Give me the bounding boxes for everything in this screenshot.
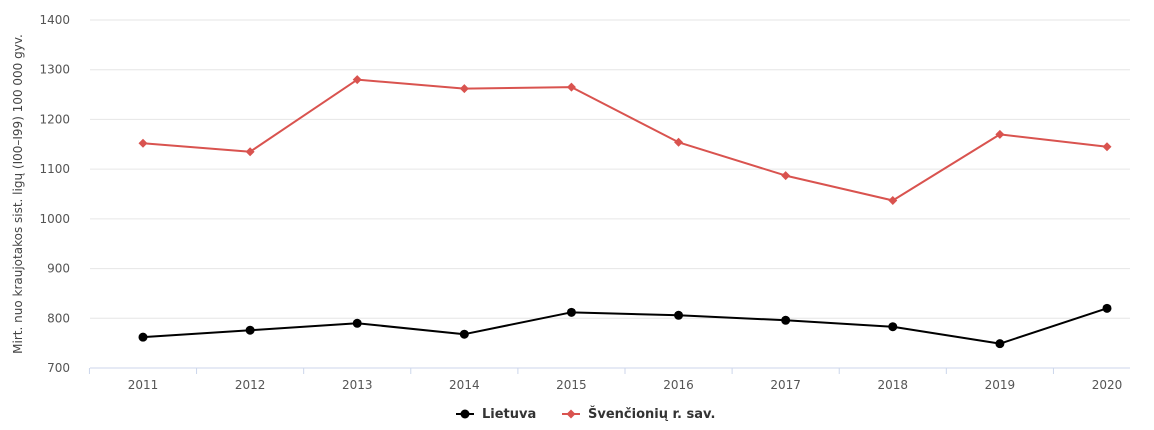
x-tick-label: 2013 <box>342 378 373 392</box>
legend-marker-icon <box>566 409 576 419</box>
data-point[interactable] <box>674 310 684 320</box>
series-line <box>142 78 1108 202</box>
y-tick-label: 1400 <box>39 13 70 27</box>
data-point[interactable] <box>674 137 684 147</box>
y-tick-label: 900 <box>47 262 70 276</box>
y-tick-label: 1200 <box>39 112 70 126</box>
data-point[interactable] <box>781 315 791 325</box>
data-point[interactable] <box>1102 303 1112 313</box>
data-point[interactable] <box>566 307 576 317</box>
data-point[interactable] <box>245 325 255 335</box>
data-point[interactable] <box>352 75 362 85</box>
data-point[interactable] <box>781 171 791 181</box>
x-tick-label: 2018 <box>878 378 909 392</box>
x-axis-ticks: 2011 2012 2013 2014 2015 2016 2017 2018 2019 2020 <box>128 378 1123 392</box>
series-line <box>142 307 1108 345</box>
legend-item[interactable]: Lietuva <box>456 407 536 422</box>
data-point[interactable] <box>138 138 148 148</box>
data-point[interactable] <box>459 329 469 339</box>
x-tick-label: 2017 <box>770 378 801 392</box>
legend-label: Lietuva <box>482 407 536 422</box>
y-tick-label: 1100 <box>39 162 70 176</box>
data-point[interactable] <box>352 318 362 328</box>
legend-label: Švenčionių r. sav. <box>588 406 715 422</box>
grid-lines <box>90 19 1130 319</box>
data-point[interactable] <box>1102 142 1112 152</box>
x-tick-label: 2012 <box>235 378 266 392</box>
data-point[interactable] <box>888 322 898 332</box>
data-point[interactable] <box>566 82 576 92</box>
data-point[interactable] <box>888 195 898 205</box>
y-tick-label: 800 <box>47 311 70 325</box>
x-tick-label: 2015 <box>556 378 587 392</box>
data-point[interactable] <box>995 129 1005 139</box>
series-lines <box>138 75 1112 349</box>
y-axis-label: Mirt. nuo kraujotakos sist. ligų (I00–I9… <box>11 34 25 354</box>
x-tick-label: 2019 <box>985 378 1016 392</box>
y-tick-label: 1300 <box>39 63 70 77</box>
y-tick-label: 1000 <box>39 212 70 226</box>
data-point[interactable] <box>459 84 469 94</box>
data-point[interactable] <box>245 147 255 157</box>
data-point[interactable] <box>995 339 1005 349</box>
legend-marker-icon <box>460 409 470 419</box>
x-tick-label: 2020 <box>1092 378 1123 392</box>
series-0 <box>138 303 1112 349</box>
data-point[interactable] <box>138 332 148 342</box>
x-tick-label: 2011 <box>128 378 159 392</box>
x-tick-label: 2016 <box>663 378 694 392</box>
legend[interactable]: Lietuva Švenčionių r. sav. <box>456 406 715 422</box>
series-1 <box>138 75 1112 205</box>
x-axis <box>88 367 1130 374</box>
y-axis-ticks: 700 800 900 1000 1100 1200 1300 1400 <box>39 13 70 375</box>
x-tick-label: 2014 <box>449 378 480 392</box>
legend-item[interactable]: Švenčionių r. sav. <box>562 406 715 422</box>
y-tick-label: 700 <box>47 361 70 375</box>
